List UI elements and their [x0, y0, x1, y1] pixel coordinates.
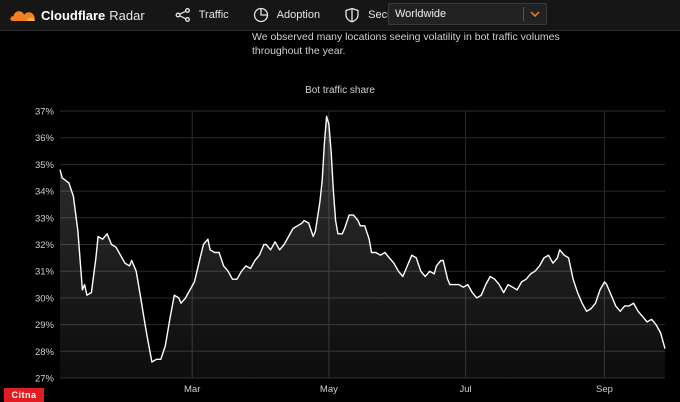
brand-subtitle: Radar — [109, 7, 145, 23]
network-icon — [175, 8, 190, 22]
select-divider — [523, 7, 524, 21]
y-tick-label: 29% — [35, 320, 55, 331]
x-tick-label: Jul — [459, 384, 471, 395]
y-tick-label: 30% — [35, 293, 55, 304]
nav-label-adoption: Adoption — [276, 9, 321, 21]
top-navigation-bar: Cloudflare Radar Traffic Adoption Securi… — [0, 0, 680, 31]
intro-text: We observed many locations seeing volati… — [252, 31, 560, 57]
brand[interactable]: Cloudflare Radar — [10, 8, 145, 23]
pie-icon — [253, 7, 268, 23]
x-tick-label: May — [320, 384, 338, 395]
chart-title: Bot traffic share — [305, 85, 375, 96]
location-select[interactable]: Worldwide — [388, 3, 547, 25]
y-tick-label: 36% — [35, 133, 55, 144]
x-tick-label: Mar — [184, 384, 200, 395]
cloudflare-logo-icon — [10, 11, 35, 21]
nav-item-adoption[interactable]: Adoption — [253, 7, 320, 23]
nav-label-traffic: Traffic — [198, 9, 229, 21]
y-tick-label: 28% — [35, 347, 55, 358]
shield-icon — [345, 7, 359, 23]
y-tick-label: 37% — [35, 107, 55, 118]
nav-item-traffic[interactable]: Traffic — [175, 7, 229, 23]
chevron-down-icon[interactable] — [524, 11, 546, 17]
y-tick-label: 35% — [35, 160, 55, 171]
area-fill — [60, 116, 665, 379]
x-tick-label: Sep — [596, 384, 613, 395]
series-line — [59, 115, 666, 363]
watermark-logo: Citna — [4, 388, 44, 402]
brand-name: Cloudflare — [41, 7, 106, 23]
y-tick-label: 32% — [35, 240, 55, 251]
y-tick-label: 31% — [35, 267, 55, 278]
y-tick-label: 27% — [35, 374, 55, 385]
y-tick-label: 34% — [35, 187, 55, 198]
y-tick-label: 33% — [35, 213, 55, 224]
location-select-value: Worldwide — [395, 8, 447, 20]
